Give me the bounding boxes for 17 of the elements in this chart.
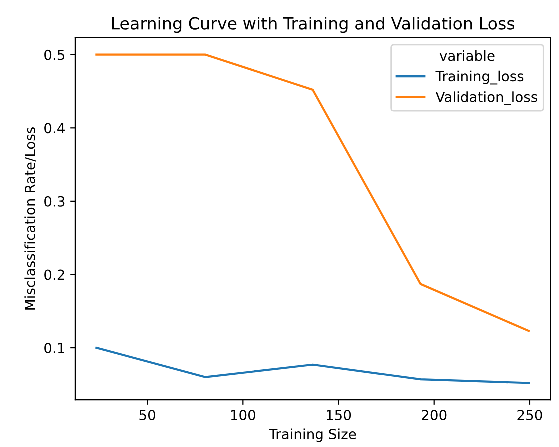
legend-label: Validation_loss bbox=[436, 92, 538, 106]
y-tick-label: 0.2 bbox=[44, 270, 64, 280]
line-series bbox=[96, 346, 530, 384]
y-tick-label: 0.4 bbox=[44, 123, 65, 134]
x-tick-label: 100 bbox=[231, 410, 256, 421]
x-tick-label: 150 bbox=[327, 410, 352, 421]
x-tick-label: 200 bbox=[422, 410, 447, 421]
y-axis-title: Misclassification Rate/Loss bbox=[24, 128, 36, 310]
x-tick-label: 250 bbox=[518, 410, 542, 421]
x-axis-title: Training Size bbox=[269, 428, 356, 442]
y-tick-label: 0.5 bbox=[44, 50, 65, 60]
x-tick-label: 50 bbox=[140, 410, 156, 421]
legend-title: variable bbox=[440, 50, 495, 62]
legend-label: Training_loss bbox=[436, 70, 524, 85]
chart-title: Learning Curve with Training and Validation Loss bbox=[112, 17, 515, 34]
y-tick-label: 0.3 bbox=[44, 196, 65, 207]
y-tick-label: 0.1 bbox=[44, 342, 64, 354]
